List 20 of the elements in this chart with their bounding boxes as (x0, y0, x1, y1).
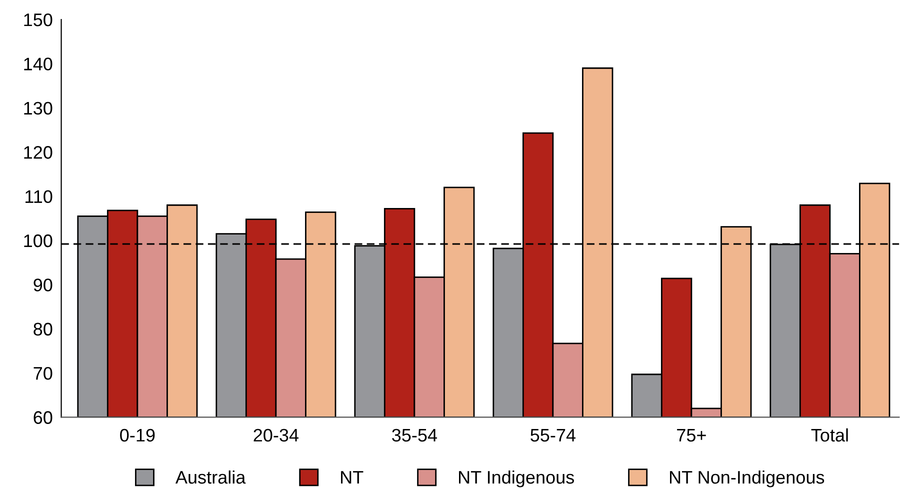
y-tick-label: 120 (24, 146, 52, 159)
x-tick-label: 35-54 (392, 428, 438, 442)
legend-label: Australia (175, 470, 246, 484)
legend-label: NT Indigenous (459, 470, 574, 488)
y-tick-label: 60 (34, 411, 52, 424)
y-tick-label: 90 (34, 278, 52, 292)
y-tick-label: 110 (26, 190, 52, 204)
legend-label: NT Non-Indigenous (670, 470, 824, 488)
y-tick-label: 70 (34, 366, 52, 380)
y-tick-label: 130 (24, 102, 52, 115)
x-tick-label: 55-74 (530, 429, 576, 442)
x-tick-label: 20-34 (254, 428, 299, 442)
y-tick-label: 100 (24, 234, 52, 248)
y-tick-label: 140 (24, 58, 52, 70)
legend-label: NT (341, 471, 364, 484)
x-tick-label: Total (811, 428, 848, 442)
y-tick-label: 150 (24, 13, 52, 26)
x-tick-label: 75+ (677, 429, 706, 442)
y-tick-label: 80 (34, 322, 52, 336)
x-tick-label: 0-19 (120, 428, 155, 442)
